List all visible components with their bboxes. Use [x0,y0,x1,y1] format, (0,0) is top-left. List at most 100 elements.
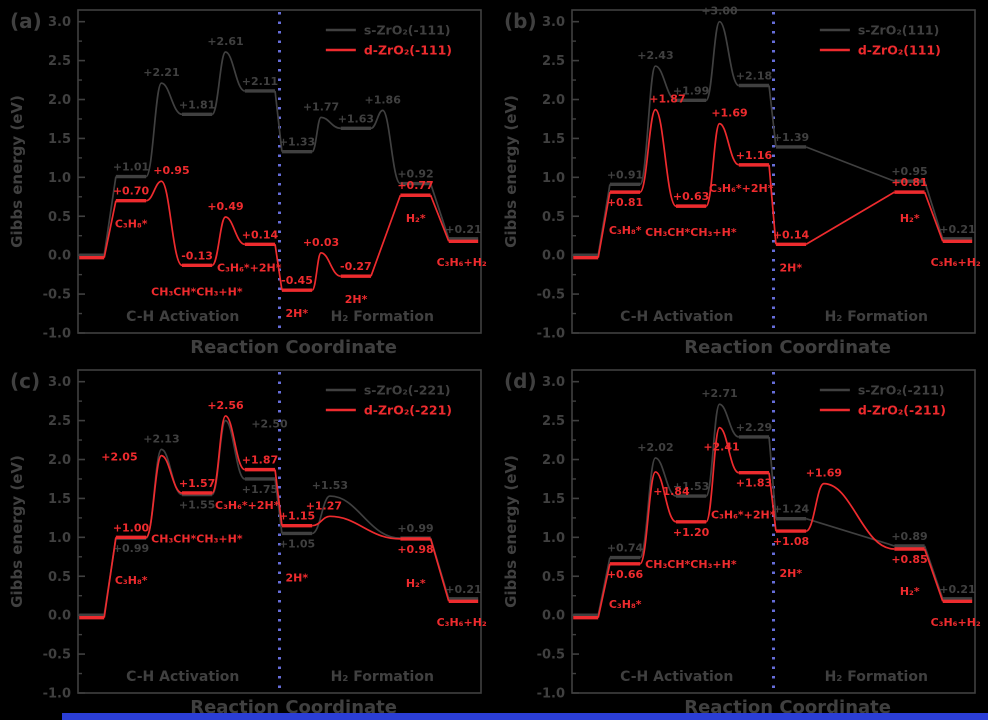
y-tick-label: 2.5 [542,414,565,429]
species-label: C₃H₈* [609,598,642,611]
ts-value-label: +2.02 [637,441,673,454]
panel-letter: (d) [504,369,537,393]
level-value-label: +1.00 [113,521,150,534]
level-value-label: +1.87 [242,454,278,467]
ts-curve [705,426,740,523]
ts-curve [705,20,740,102]
y-tick-label: 2.0 [542,93,565,108]
y-tick-label: 1.0 [48,171,71,186]
level-value-label: +1.57 [179,477,215,490]
connector-line [597,191,611,258]
species-label: H₂* [406,577,426,590]
y-tick-label: 0.0 [542,609,565,624]
species-label: H₂* [900,585,920,598]
species-label: C₃H₆+H₂ [437,256,487,269]
level-value-label: +0.14 [242,228,279,241]
level-value-label: +0.74 [607,542,644,555]
connector-line [274,478,283,534]
ts-curve [705,122,740,207]
species-label: CH₃CH*CH₃+H* [151,533,243,546]
level-value-label: +1.24 [773,503,810,516]
y-tick-label: 2.5 [48,54,71,69]
species-label: 2H* [780,567,803,580]
x-axis-title: Reaction Coordinate [684,337,891,358]
level-value-label: +1.83 [736,477,772,490]
connector-line [923,545,944,600]
connector-line [103,537,117,618]
ts-curve [145,180,183,267]
y-tick-label: 3.0 [48,15,71,30]
level-value-label: +1.55 [179,499,215,512]
y-tick-label: -1.0 [537,687,565,702]
legend-label: s-ZrO₂(-211) [858,383,945,398]
level-value-label: +0.77 [397,179,433,192]
ts-value-label: +0.03 [303,236,339,249]
x-axis-title: Reaction Coordinate [190,697,397,718]
connector-line [274,90,283,152]
ts-value-label: +2.43 [637,49,673,62]
species-label: C₃H₆*+2H* [215,499,280,512]
level-value-label: +0.99 [113,542,149,555]
level-value-label: +1.01 [113,161,149,174]
level-value-label: -0.13 [181,249,213,262]
y-tick-label: 0.5 [542,210,565,225]
y-tick-label: -0.5 [537,648,565,663]
level-value-label: +0.89 [891,530,927,543]
level-value-label: +0.81 [891,176,927,189]
species-label: H₂* [900,212,920,225]
connector-line [597,563,611,618]
bottom-blue-bar [62,713,988,720]
y-tick-label: 1.0 [542,531,565,546]
ts-curve [211,419,246,496]
level-value-label: +1.20 [673,526,710,539]
level-value-label: -0.27 [340,260,372,273]
level-value-label: +2.29 [736,421,772,434]
y-tick-label: 1.5 [542,132,565,147]
species-label: C₃H₆*+2H* [217,261,282,274]
y-tick-label: -1.0 [43,327,71,342]
connector-line [923,548,944,602]
level-value-label: +0.21 [445,583,481,596]
connector-line [274,469,283,526]
level-value-label: +1.15 [279,510,315,523]
species-label: C₃H₆+H₂ [437,616,487,629]
level-value-label: +1.63 [338,112,374,125]
species-label: 2H* [286,571,309,584]
section-label-h2-formation: H₂ Formation [825,669,928,685]
y-tick-label: 2.0 [48,453,71,468]
y-tick-label: 1.0 [48,531,71,546]
y-tick-label: 0.5 [542,570,565,585]
y-tick-label: -0.5 [43,288,71,303]
level-value-label: +1.08 [773,535,809,548]
y-tick-label: 0.0 [48,609,71,624]
ts-curve [211,415,246,494]
species-label: C₃H₈* [115,218,148,231]
ts-curve [145,454,183,539]
species-label: CH₃CH*CH₃+H* [151,285,243,298]
ts-value-label: +2.61 [207,35,243,48]
ts-curve [639,457,677,559]
connector-line [103,200,117,258]
y-tick-label: -0.5 [43,648,71,663]
connector-line [429,183,450,240]
section-label-ch-activation: C-H Activation [126,669,239,685]
ts-value-label: +0.95 [153,164,189,177]
ts-value-label: +1.69 [711,107,747,120]
panel-letter: (b) [504,9,537,33]
legend-label: d-ZrO₂(-211) [858,403,946,418]
panel-b: 3.0 2.5 2.0 1.5 1.0 0.5 0.0 -0.5 -1.0 Gibbs energ… [494,0,988,360]
ts-value-label: +1.87 [649,93,685,106]
panel-c: 3.0 2.5 2.0 1.5 1.0 0.5 0.0 -0.5 -1.0 Gibbs energ… [0,360,494,720]
level-value-label: +0.63 [673,190,709,203]
energy-diagram-a: 3.0 2.5 2.0 1.5 1.0 0.5 0.0 -0.5 -1.0 Gibbs energ… [8,9,487,358]
connector-line [370,194,402,277]
plot-box [571,369,976,694]
y-tick-label: -0.5 [537,288,565,303]
ts-curve [311,116,341,153]
ts-curve [145,448,183,539]
ts-curve [370,109,402,185]
level-value-label: +0.95 [891,165,927,178]
level-value-label: -0.45 [281,274,313,287]
y-tick-label: -1.0 [43,687,71,702]
level-value-label: +1.33 [279,136,315,149]
